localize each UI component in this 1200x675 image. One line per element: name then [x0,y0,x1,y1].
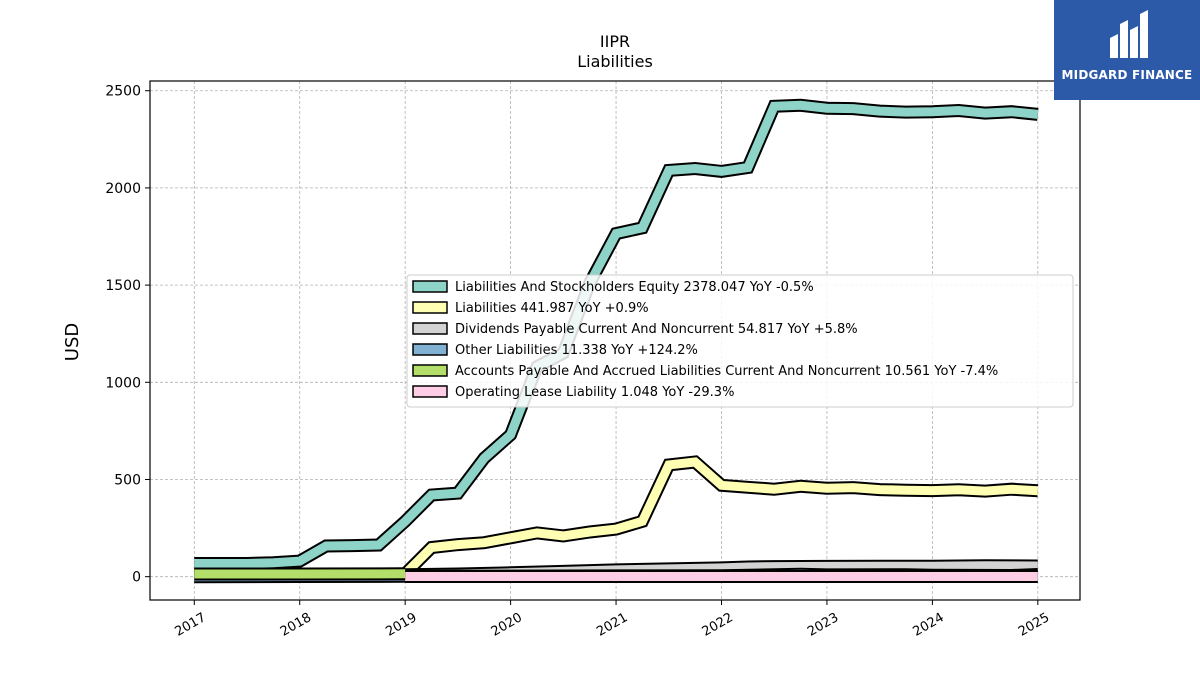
legend-swatch [412,343,448,356]
legend-entry-label: Dividends Payable Current And Noncurrent… [455,322,858,337]
x-tick-label: 2025 [1016,610,1052,640]
grid [150,81,1080,600]
brand-name: MIDGARD FINANCE [1061,68,1193,82]
legend-entry-label: Liabilities 441.987 YoY +0.9% [455,301,649,316]
chart-subtitle: Liabilities [577,52,653,71]
y-tick-label: 0 [132,570,141,586]
plot-frame [149,80,1081,601]
y-tick-label: 2000 [105,181,141,197]
series-layer [194,98,1039,584]
x-tick-label: 2020 [489,610,525,640]
legend-swatch [412,322,448,335]
legend-entry-label: Liabilities And Stockholders Equity 2378… [455,280,814,295]
x-tick-label: 2023 [805,610,841,640]
chart-title: IIPR [600,32,630,51]
x-tick-label: 2019 [383,610,419,640]
y-tick-label: 1000 [105,375,141,391]
legend-swatch [412,301,448,314]
legend-swatch [412,385,448,398]
series-line [402,457,1039,577]
series-1 [400,455,1039,579]
x-tick-label: 2024 [911,610,947,640]
legend-swatch [412,280,448,293]
y-tick-label: 500 [114,472,141,488]
legend-box [406,274,1074,408]
legend-swatch [412,364,448,377]
legend-entry-label: Operating Lease Liability 1.048 YoY -29.… [455,385,734,400]
brand-logo: MIDGARD FINANCE [1054,0,1200,100]
legend: Liabilities And Stockholders Equity 2378… [406,274,1074,408]
series-0 [194,98,1039,570]
x-tick-label: 2021 [594,610,630,640]
legend-entry-label: Accounts Payable And Accrued Liabilities… [455,364,998,379]
y-axis-label: USD [62,323,83,361]
legend-entry-label: Other Liabilities 11.338 YoY +124.2% [455,343,698,358]
series-line [194,100,1039,568]
x-tick-label: 2017 [172,610,208,640]
y-tick-label: 2500 [105,84,141,100]
brand-mark-icon [1110,10,1148,58]
x-tick-label: 2022 [700,610,736,640]
x-tick-label: 2018 [278,610,314,640]
y-tick-label: 1500 [105,278,141,294]
